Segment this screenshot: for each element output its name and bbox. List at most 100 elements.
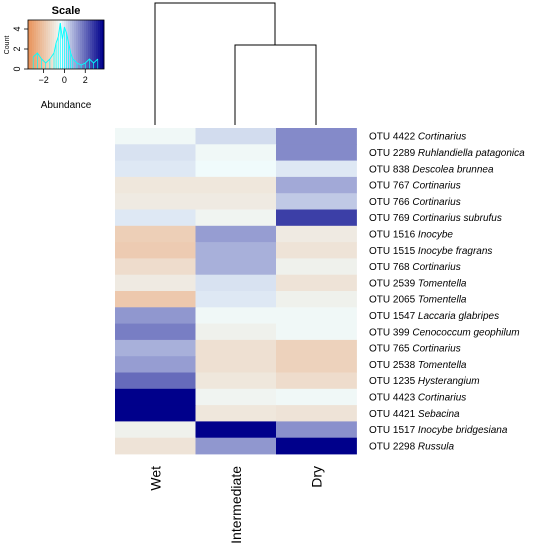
heatmap-cell — [195, 323, 277, 341]
row-label: OTU 4423 Cortinarius — [369, 392, 466, 403]
dendrogram-branch-intermediate-dry — [234, 44, 317, 125]
heatmap-cell — [115, 160, 196, 178]
color-key-swatch — [28, 20, 31, 69]
color-key-histogram — [32, 22, 99, 69]
heatmap-cell — [195, 176, 277, 194]
heatmap-cell — [195, 356, 277, 373]
heatmap-cell — [195, 193, 277, 210]
color-key-swatch — [58, 20, 61, 69]
color-key-swatch — [44, 20, 47, 69]
heatmap-cell — [195, 291, 277, 308]
color-key-swatch — [46, 20, 49, 69]
color-key-swatch — [64, 20, 67, 69]
heatmap-cell — [276, 339, 357, 357]
row-label: OTU 1516 Inocybe — [369, 229, 453, 240]
heatmap-cell — [195, 405, 277, 422]
heatmap-cell — [195, 144, 277, 161]
heatmap-cell — [195, 274, 277, 292]
heatmap-cell — [115, 437, 196, 455]
heatmap-cell — [115, 144, 196, 161]
color-key-frame — [27, 19, 105, 70]
color-key-swatch — [76, 20, 79, 69]
column-labels: Wet Intermediate Dry — [147, 466, 324, 544]
heatmap-cell — [115, 274, 196, 292]
row-label: OTU 768 Cortinarius — [369, 262, 461, 273]
heatmap-cell — [195, 258, 277, 276]
heatmap-cell — [276, 372, 357, 390]
row-label: OTU 2289 Ruhlandiella patagonica — [369, 148, 525, 159]
heatmap-cell — [115, 323, 196, 341]
heatmap-cell — [195, 372, 277, 390]
heatmap-cell — [195, 339, 277, 357]
heatmap-cell — [115, 388, 196, 406]
heatmap-cell — [115, 242, 196, 259]
row-label: OTU 1515 Inocybe fragrans — [369, 246, 492, 257]
color-key-swatch — [36, 20, 39, 69]
row-label: OTU 769 Cortinarius subrufus — [369, 213, 502, 224]
heatmap-cell — [115, 258, 196, 276]
color-key-y-tick-label: 4 — [12, 26, 22, 31]
row-label: OTU 838 Descolea brunnea — [369, 164, 494, 175]
column-label: Dry — [308, 466, 324, 488]
heatmap-cell — [195, 388, 277, 406]
color-key-swatch — [56, 20, 59, 69]
color-key-x-ticks: −2 0 2 — [38, 69, 88, 85]
color-key-xlabel: Abundance — [41, 100, 92, 111]
heatmap-cell — [115, 421, 196, 439]
heatmap-cell — [195, 225, 277, 243]
heatmap-cell — [276, 242, 357, 259]
color-key-gradient — [28, 20, 105, 69]
color-key-swatch — [54, 20, 57, 69]
heatmap-cell — [195, 307, 277, 324]
row-label: OTU 766 Cortinarius — [369, 197, 461, 208]
heatmap-cell — [276, 421, 357, 439]
heatmap-cell — [276, 128, 357, 145]
color-key-swatch — [52, 20, 55, 69]
color-key-swatch — [88, 20, 91, 69]
row-label: OTU 1547 Laccaria glabripes — [369, 311, 499, 322]
color-key-swatch — [72, 20, 75, 69]
color-key-swatch — [70, 20, 73, 69]
color-key-swatch — [62, 20, 65, 69]
heatmap-cell — [195, 128, 277, 145]
color-key-x-tick-label: 0 — [62, 75, 67, 85]
heatmap-cell — [276, 388, 357, 406]
heatmap-cell — [276, 258, 357, 276]
color-key-swatch — [48, 20, 51, 69]
color-key-swatch — [50, 20, 53, 69]
heatmap-cell — [195, 242, 277, 259]
heatmap-cell — [276, 323, 357, 341]
row-label: OTU 767 Cortinarius — [369, 181, 461, 192]
heatmap-cell — [276, 144, 357, 161]
row-label: OTU 2538 Tomentella — [369, 360, 467, 371]
color-key-swatch — [84, 20, 87, 69]
color-key: Scale −2 0 2 0 2 4 Count Abundance — [4, 5, 105, 111]
color-key-swatch — [32, 20, 35, 69]
heatmap-cell — [276, 291, 357, 308]
color-key-y-ticks: 0 2 4 — [12, 26, 28, 72]
row-label: OTU 1235 Hysterangium — [369, 376, 480, 387]
heatmap-cell — [276, 307, 357, 324]
row-label: OTU 4422 Cortinarius — [369, 132, 466, 143]
color-key-ylabel: Count — [4, 36, 11, 55]
color-key-swatch — [30, 20, 33, 69]
column-dendrogram — [154, 2, 317, 125]
heatmap-cell — [276, 209, 357, 227]
color-key-swatch — [74, 20, 77, 69]
color-key-swatch — [80, 20, 83, 69]
heatmap-cell — [195, 160, 277, 178]
heatmap-cell — [115, 128, 196, 145]
dendrogram-branch-root — [154, 2, 276, 125]
color-key-swatch — [100, 20, 103, 69]
heatmap-cell — [115, 225, 196, 243]
heatmap-cell — [276, 405, 357, 422]
heatmap-cell — [195, 421, 277, 439]
color-key-swatch — [90, 20, 93, 69]
heatmap-cell — [276, 356, 357, 373]
row-label: OTU 2539 Tomentella — [369, 278, 467, 289]
color-key-swatch — [78, 20, 81, 69]
heatmap-cell — [276, 160, 357, 178]
color-key-swatch — [86, 20, 89, 69]
row-label: OTU 2065 Tomentella — [369, 295, 467, 306]
heatmap-cell — [115, 356, 196, 373]
